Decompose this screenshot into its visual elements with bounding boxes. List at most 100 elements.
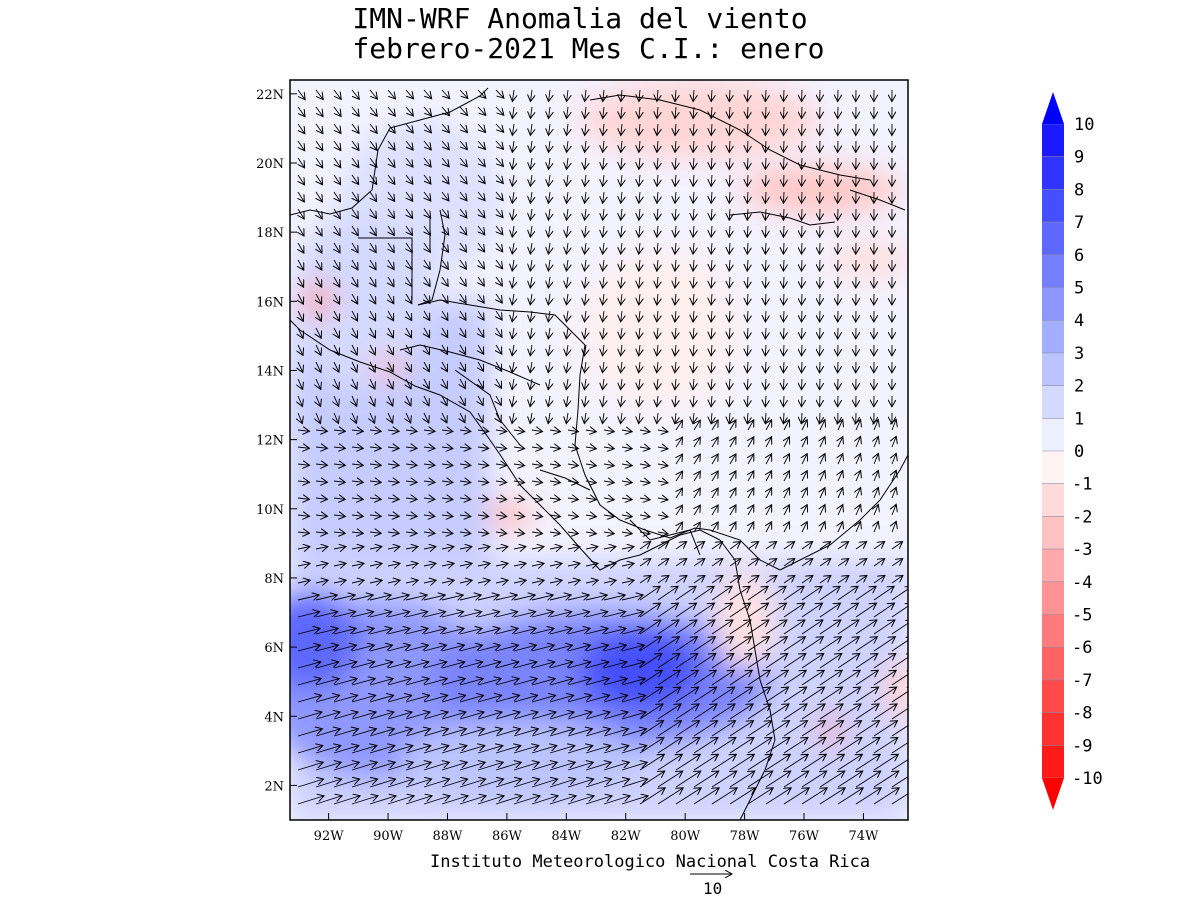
wind-arrow [711, 542, 723, 550]
wind-arrow [675, 89, 676, 102]
wind-arrow [530, 412, 532, 424]
wind-arrow [424, 191, 431, 201]
colorbar-label: 5 [1074, 279, 1084, 299]
wind-arrow [495, 106, 504, 115]
wind-arrow [513, 580, 526, 583]
wind-arrow [585, 106, 586, 118]
wind-arrow [370, 174, 377, 184]
wind-arrow [711, 575, 723, 584]
wind-arrow [567, 464, 578, 466]
wind-arrow [783, 174, 784, 186]
wind-arrow [693, 123, 694, 135]
wind-arrow [477, 563, 490, 566]
wind-arrow [602, 395, 604, 407]
wind-arrow [602, 378, 604, 390]
wind-arrow [495, 498, 507, 500]
wind-arrow [333, 106, 341, 116]
colorbar-segment [1042, 679, 1064, 714]
wind-arrow [406, 361, 411, 372]
wind-arrow [765, 157, 766, 169]
wind-arrow [530, 327, 532, 339]
wind-arrow [621, 481, 632, 483]
wind-arrow [352, 208, 358, 219]
wind-arrow [819, 575, 831, 584]
wind-arrow [441, 515, 453, 516]
wind-arrow [603, 327, 604, 339]
wind-arrow [316, 344, 321, 355]
colorbar-label: 2 [1074, 377, 1084, 397]
wind-arrow [766, 420, 772, 431]
wind-arrow [315, 430, 327, 431]
wind-arrow [783, 395, 784, 407]
wind-arrow [892, 419, 896, 431]
wind-arrow [765, 327, 766, 339]
wind-arrow [333, 515, 345, 516]
wind-arrow [765, 208, 766, 220]
wind-arrow [316, 395, 321, 406]
colorbar-label: 3 [1074, 344, 1084, 364]
wind-arrow [603, 464, 614, 466]
wind-arrow [369, 430, 381, 431]
wind-arrow [424, 208, 431, 218]
wind-arrow [424, 310, 430, 321]
wind-arrow [333, 447, 345, 448]
wind-arrow [694, 471, 700, 482]
wind-arrow [351, 123, 359, 133]
wind-arrow [478, 378, 483, 388]
wind-arrow [603, 106, 604, 118]
wind-arrow [316, 174, 323, 185]
colorbar-label: 10 [1074, 115, 1094, 135]
wind-arrow [495, 447, 507, 449]
wind-arrow [316, 191, 322, 202]
wind-arrow [694, 522, 700, 533]
wind-arrow [639, 447, 650, 449]
wind-arrow [712, 437, 718, 448]
wind-arrow [621, 447, 632, 449]
wind-arrow [820, 454, 825, 465]
wind-arrow [548, 310, 550, 322]
wind-arrow [388, 157, 395, 167]
wind-arrow [530, 242, 532, 254]
wind-arrow [478, 293, 484, 303]
wind-arrow [370, 395, 375, 406]
wind-arrow [676, 505, 682, 516]
wind-arrow [298, 310, 303, 321]
wind-arrow [442, 293, 448, 303]
wind-arrow [495, 580, 508, 583]
wind-arrow [891, 575, 903, 584]
wind-arrow [657, 106, 658, 118]
wind-arrow [783, 575, 795, 584]
wind-arrow [297, 595, 319, 600]
wind-arrow [585, 515, 596, 517]
wind-arrow [548, 395, 550, 407]
wind-arrow [333, 563, 346, 566]
wind-arrow [459, 140, 467, 150]
wind-arrow [567, 157, 568, 169]
wind-arrow [838, 505, 843, 516]
wind-arrow [783, 259, 784, 271]
wind-arrow [603, 259, 604, 271]
wind-arrow [531, 447, 543, 449]
wind-arrow [874, 436, 878, 448]
wind-arrow [567, 174, 568, 186]
wind-arrow [584, 293, 586, 305]
wind-arrow [856, 504, 861, 516]
wind-arrow [603, 191, 604, 203]
wind-arrow [694, 488, 700, 499]
wind-arrow [892, 504, 896, 516]
wind-arrow [548, 293, 550, 305]
wind-arrow [693, 344, 694, 356]
colorbar-segment [1042, 451, 1064, 485]
wind-arrow [297, 532, 310, 533]
wind-arrow [657, 327, 658, 339]
wind-arrow [531, 532, 543, 534]
wind-arrow [549, 580, 562, 583]
wind-arrow [838, 420, 843, 431]
wind-arrow [693, 310, 694, 322]
wind-arrow [405, 447, 417, 448]
wind-arrow [352, 412, 357, 423]
wind-arrow [747, 174, 748, 186]
wind-arrow [459, 123, 468, 133]
wind-arrow [748, 437, 754, 448]
wind-arrow [711, 208, 712, 220]
